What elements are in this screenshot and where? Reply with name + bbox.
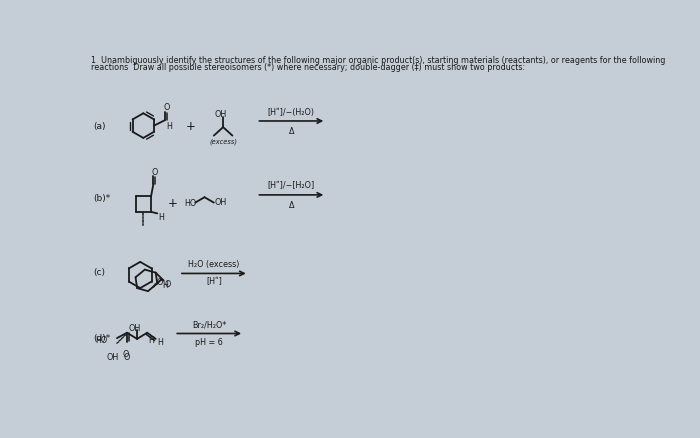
Text: +: + <box>168 197 178 210</box>
Text: pH = 6: pH = 6 <box>195 337 223 346</box>
Text: H: H <box>158 212 164 221</box>
Text: (a): (a) <box>94 122 106 131</box>
Text: Δ: Δ <box>288 201 294 210</box>
Text: [Hʺ]/−(H₂O): [Hʺ]/−(H₂O) <box>268 107 315 117</box>
Text: O: O <box>163 103 169 112</box>
Text: H: H <box>167 122 172 131</box>
Text: Δ: Δ <box>288 127 294 136</box>
Text: H: H <box>162 280 169 289</box>
Text: [Hʺ]/−[H₂O]: [Hʺ]/−[H₂O] <box>267 181 315 190</box>
Text: H: H <box>148 335 155 344</box>
Text: O: O <box>124 352 130 361</box>
Text: HO: HO <box>184 199 197 208</box>
Text: HO: HO <box>95 336 108 344</box>
Text: O: O <box>122 349 129 358</box>
Text: (d)*: (d)* <box>94 334 111 343</box>
Text: Br₂/H₂O*: Br₂/H₂O* <box>192 319 226 328</box>
Text: OH: OH <box>129 323 141 332</box>
Text: OH: OH <box>215 110 227 118</box>
Text: +: + <box>186 120 195 133</box>
Text: OH: OH <box>107 352 119 361</box>
Text: O: O <box>157 277 163 286</box>
Text: reactions  Draw all possible stereoisomers (*) where necessary; double-dagger (‡: reactions Draw all possible stereoisomer… <box>90 63 525 71</box>
Text: (excess): (excess) <box>209 138 237 145</box>
Text: (b)*: (b)* <box>94 193 111 202</box>
Text: 1  Unambiguously identify the structures of the following major organic product(: 1 Unambiguously identify the structures … <box>90 56 665 65</box>
Text: O: O <box>152 167 158 176</box>
Text: O: O <box>164 279 171 288</box>
Text: H: H <box>158 338 163 346</box>
Text: (c): (c) <box>94 268 106 277</box>
Text: OH: OH <box>215 198 227 207</box>
Text: [Hʺ]: [Hʺ] <box>206 277 222 286</box>
Text: H₂O (excess): H₂O (excess) <box>188 259 239 268</box>
